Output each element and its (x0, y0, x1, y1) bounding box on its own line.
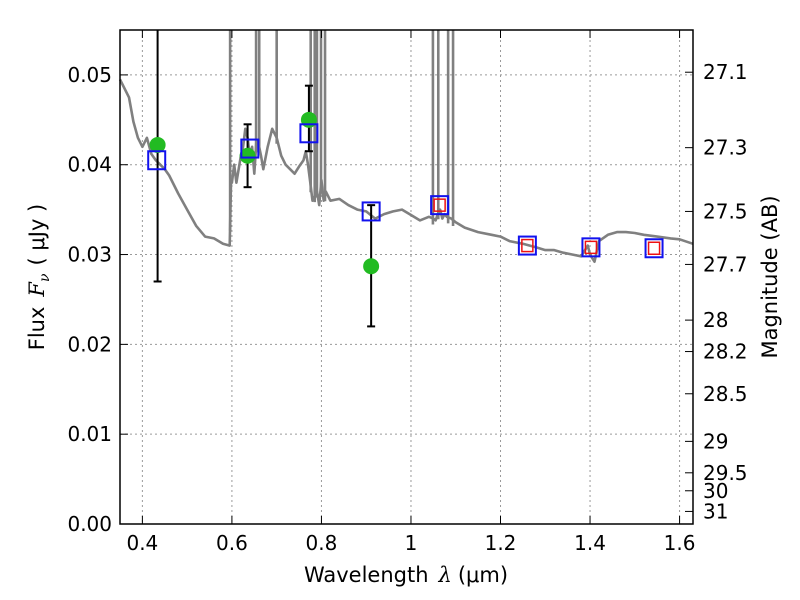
model-box-inner (521, 238, 534, 253)
model-box (430, 195, 450, 216)
model-box (361, 201, 381, 222)
observed-point (149, 136, 166, 153)
observed-point (239, 147, 256, 164)
x-tick-label: 0.6 (216, 531, 248, 555)
y2-tick-label: 27.5 (703, 199, 748, 223)
plot-frame (119, 29, 694, 525)
y2-tick-label: 29 (703, 429, 728, 453)
x-axis-label: Wavelength λ (μm) (304, 563, 508, 587)
model-box-inner (584, 240, 598, 255)
model-box (644, 238, 664, 259)
y2-tick-label: 28.5 (703, 382, 748, 406)
y-tick-label: 0.02 (67, 332, 112, 356)
y-tick-label: 0.01 (67, 422, 112, 446)
sed-model-line (118, 78, 694, 263)
model-box (240, 138, 260, 159)
y-tick-label: 0.03 (67, 243, 112, 267)
y-axis-label: FluxFν( μJy ) (25, 204, 53, 350)
y2-tick-label: 27.7 (703, 252, 748, 276)
model-box (517, 235, 537, 256)
y2-tick-label: 28 (703, 308, 728, 332)
y-ticks-layer: 0.00 0.01 0.02 0.03 0.04 0.05 (67, 63, 128, 536)
model-boxes-layer (147, 123, 664, 259)
model-box-inner (647, 241, 661, 256)
observed-points-layer (149, 111, 380, 275)
model-box-inner (433, 198, 446, 212)
y2-tick-label: 27.3 (703, 136, 748, 160)
x-tick-label: 0.8 (306, 531, 338, 555)
model-box (299, 123, 319, 144)
grid-layer (120, 30, 693, 524)
x-ticks-layer: 0.4 0.6 0.8 1 1.2 1.4 1.6 (126, 30, 695, 555)
y-tick-label: 0.04 (67, 153, 112, 177)
y2-tick-label: 31 (703, 499, 728, 523)
observed-point (363, 258, 380, 275)
x-tick-label: 1.2 (485, 531, 517, 555)
x-tick-label: 1.6 (664, 531, 696, 555)
y2-tick-label: 29.5 (703, 461, 748, 485)
x-tick-label: 1.4 (574, 531, 606, 555)
x-tick-label: 0.4 (126, 531, 158, 555)
model-box (147, 150, 167, 171)
y2-tick-label: 28.2 (703, 340, 748, 364)
y2-axis-label: Magnitude (AB) (758, 195, 782, 358)
y2-tick-label: 27.1 (703, 60, 748, 84)
model-box (581, 237, 601, 258)
x-tick-label: 1 (405, 531, 418, 555)
y-tick-label: 0.00 (67, 512, 112, 536)
y-tick-label: 0.05 (67, 63, 112, 87)
y2-tick-label: 30 (703, 479, 728, 503)
